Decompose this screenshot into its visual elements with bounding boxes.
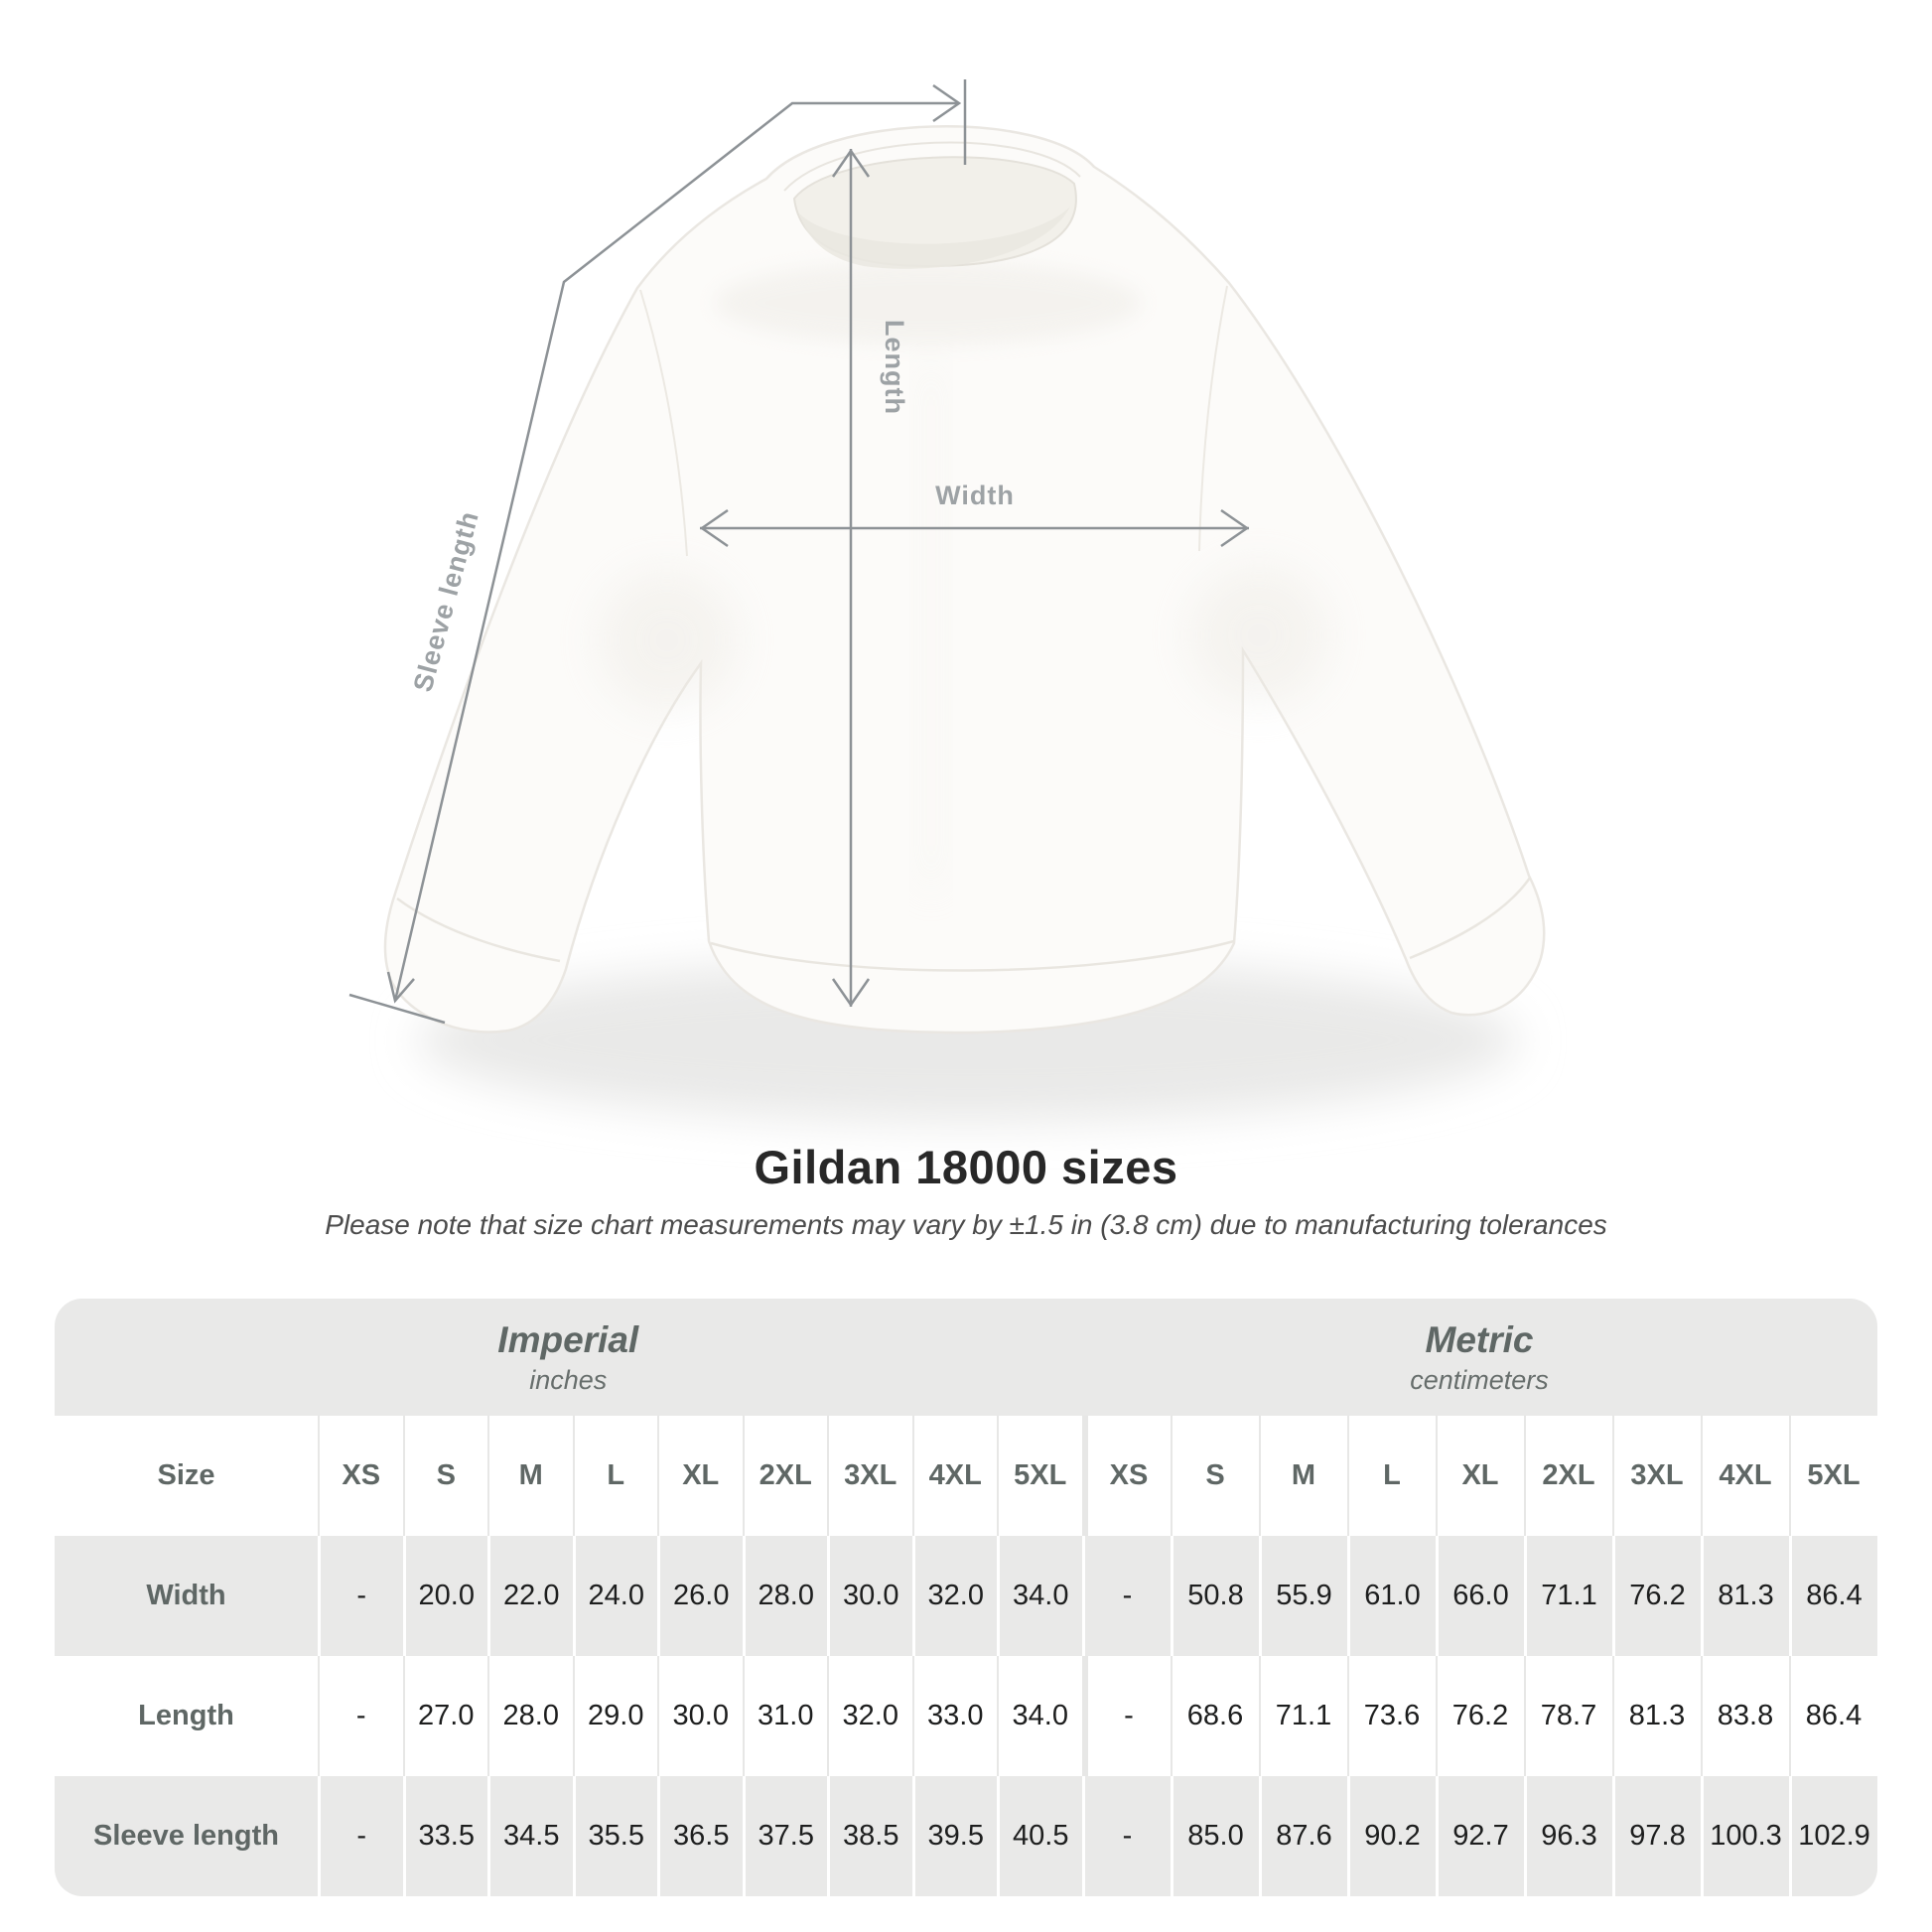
value-cell: 29.0 xyxy=(572,1656,657,1776)
sweatshirt-measurement-diagram: Length Width Sleeve length xyxy=(348,79,1546,1122)
row-label: Sleeve length xyxy=(55,1776,318,1896)
size-corner-label: Size xyxy=(55,1416,318,1536)
unit-name: Imperial xyxy=(497,1318,639,1360)
value-cell: 34.0 xyxy=(997,1656,1082,1776)
value-cell: 68.6 xyxy=(1170,1656,1259,1776)
value-cell: 76.2 xyxy=(1611,1536,1701,1656)
value-cell: 35.5 xyxy=(572,1776,657,1896)
sleeve-length-line xyxy=(348,79,967,1025)
value-cell: 92.7 xyxy=(1435,1776,1524,1896)
value-cell: 86.4 xyxy=(1788,1536,1877,1656)
value-cell: 66.0 xyxy=(1435,1536,1524,1656)
size-col-header: S xyxy=(402,1416,487,1536)
value-cell: 38.5 xyxy=(827,1776,912,1896)
row-label: Width xyxy=(55,1536,318,1656)
value-cell: 26.0 xyxy=(657,1536,743,1656)
value-cell: 55.9 xyxy=(1258,1536,1347,1656)
value-cell: 33.5 xyxy=(402,1776,487,1896)
unit-header-imperial: Imperial inches xyxy=(55,1299,1082,1416)
size-col-header: XL xyxy=(657,1416,743,1536)
value-cell: - xyxy=(318,1776,403,1896)
size-col-header: 4XL xyxy=(911,1416,997,1536)
size-col-header: 5XL xyxy=(997,1416,1082,1536)
tolerance-note: Please note that size chart measurements… xyxy=(325,1209,1607,1240)
size-col-header: S xyxy=(1170,1416,1259,1536)
value-cell: 30.0 xyxy=(827,1536,912,1656)
width-line xyxy=(699,508,1250,548)
value-cell: 96.3 xyxy=(1523,1776,1612,1896)
value-cell: 102.9 xyxy=(1788,1776,1877,1896)
value-cell: 90.2 xyxy=(1346,1776,1436,1896)
measurement-lines xyxy=(348,79,1250,1025)
value-cell: 34.0 xyxy=(997,1536,1082,1656)
value-cell: 27.0 xyxy=(402,1656,487,1776)
value-cell: - xyxy=(318,1536,403,1656)
size-col-header: L xyxy=(1346,1416,1436,1536)
size-col-header: XS xyxy=(318,1416,403,1536)
value-cell: 87.6 xyxy=(1258,1776,1347,1896)
size-col-header: XL xyxy=(1435,1416,1524,1536)
value-cell: 24.0 xyxy=(572,1536,657,1656)
page-title: Gildan 18000 sizes xyxy=(754,1141,1178,1193)
value-cell: 20.0 xyxy=(402,1536,487,1656)
size-chart-table: Imperial inches Metric centimeters Size X… xyxy=(55,1299,1877,1896)
value-cell: 97.8 xyxy=(1611,1776,1701,1896)
unit-header-metric: Metric centimeters xyxy=(1081,1299,1877,1416)
value-cell: 36.5 xyxy=(657,1776,743,1896)
value-cell: 28.0 xyxy=(487,1656,573,1776)
value-cell: 34.5 xyxy=(487,1776,573,1896)
length-label: Length xyxy=(880,320,909,415)
size-col-header: XS xyxy=(1081,1416,1171,1536)
size-col-header: M xyxy=(487,1416,573,1536)
value-cell: 86.4 xyxy=(1788,1656,1877,1776)
size-col-header: 2XL xyxy=(742,1416,827,1536)
width-label: Width xyxy=(935,481,1015,510)
size-col-header: M xyxy=(1258,1416,1347,1536)
sweatshirt-illustration xyxy=(383,125,1546,1035)
value-cell: 22.0 xyxy=(487,1536,573,1656)
value-cell: 33.0 xyxy=(911,1656,997,1776)
value-cell: 85.0 xyxy=(1170,1776,1259,1896)
value-cell: - xyxy=(1081,1656,1171,1776)
hem-seam xyxy=(710,939,1235,972)
value-cell: 100.3 xyxy=(1700,1776,1789,1896)
unit-sub: centimeters xyxy=(1410,1364,1549,1395)
value-cell: 71.1 xyxy=(1523,1536,1612,1656)
value-cell: 83.8 xyxy=(1700,1656,1789,1776)
value-cell: 76.2 xyxy=(1435,1656,1524,1776)
value-cell: 32.0 xyxy=(827,1656,912,1776)
value-cell: 30.0 xyxy=(657,1656,743,1776)
size-col-header: 2XL xyxy=(1523,1416,1612,1536)
value-cell: 31.0 xyxy=(742,1656,827,1776)
value-cell: 78.7 xyxy=(1523,1656,1612,1776)
value-cell: 28.0 xyxy=(742,1536,827,1656)
row-label: Length xyxy=(55,1656,318,1776)
cuff-tick xyxy=(348,993,446,1025)
right-cuff-seam xyxy=(1409,877,1532,960)
value-cell: 32.0 xyxy=(911,1536,997,1656)
size-col-header: L xyxy=(572,1416,657,1536)
value-cell: - xyxy=(1081,1536,1171,1656)
value-cell: - xyxy=(318,1656,403,1776)
unit-name: Metric xyxy=(1425,1318,1534,1360)
value-cell: 39.5 xyxy=(911,1776,997,1896)
size-col-header: 3XL xyxy=(1611,1416,1701,1536)
unit-sub: inches xyxy=(529,1364,608,1395)
value-cell: 37.5 xyxy=(742,1776,827,1896)
value-cell: 73.6 xyxy=(1346,1656,1436,1776)
value-cell: - xyxy=(1081,1776,1171,1896)
value-cell: 71.1 xyxy=(1258,1656,1347,1776)
value-cell: 81.3 xyxy=(1611,1656,1701,1776)
garment-shadow xyxy=(417,959,1519,1122)
size-col-header: 4XL xyxy=(1700,1416,1789,1536)
value-cell: 40.5 xyxy=(997,1776,1082,1896)
size-col-header: 3XL xyxy=(827,1416,912,1536)
value-cell: 81.3 xyxy=(1700,1536,1789,1656)
value-cell: 50.8 xyxy=(1170,1536,1259,1656)
length-line xyxy=(831,148,871,1008)
value-cell: 61.0 xyxy=(1346,1536,1436,1656)
size-col-header: 5XL xyxy=(1788,1416,1877,1536)
